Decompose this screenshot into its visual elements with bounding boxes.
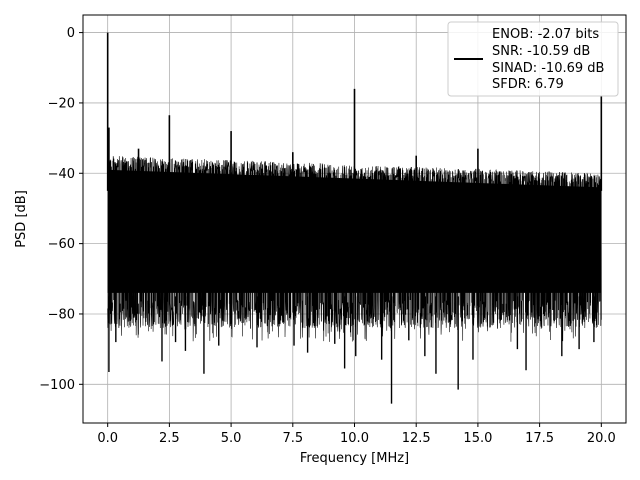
x-tick-label: 12.5 — [402, 431, 431, 446]
x-axis-label: Frequency [MHz] — [300, 451, 409, 466]
x-tick-label: 7.5 — [282, 431, 303, 446]
y-axis-label: PSD [dB] — [14, 190, 29, 248]
y-tick-label: −20 — [48, 96, 75, 111]
x-tick-label: 2.5 — [159, 431, 180, 446]
legend-snr: SNR: -10.59 dB — [492, 44, 590, 59]
y-tick-label: −80 — [48, 307, 75, 322]
x-tick-label: 5.0 — [221, 431, 242, 446]
legend-sfdr: SFDR: 6.79 — [492, 77, 564, 92]
psd-noise-band — [107, 169, 602, 293]
legend: ENOB: -2.07 bits SNR: -10.59 dB SINAD: -… — [447, 21, 619, 97]
y-tick-label: 0 — [67, 26, 75, 41]
x-tick-label: 10.0 — [340, 431, 369, 446]
psd-series — [106, 32, 603, 404]
legend-enob: ENOB: -2.07 bits — [492, 27, 599, 42]
x-tick-label: 20.0 — [587, 431, 616, 446]
x-tick-label: 17.5 — [525, 431, 554, 446]
legend-box — [447, 21, 619, 97]
y-tick-label: −60 — [48, 237, 75, 252]
axis-ticks: 0.0 2.5 5.0 7.5 10.0 12.5 15.0 17.5 20.0 0 −20 −40 −… — [39, 26, 616, 446]
x-tick-label: 0.0 — [97, 431, 118, 446]
y-tick-label: −100 — [39, 378, 75, 393]
y-tick-label: −40 — [48, 167, 75, 182]
legend-sinad: SINAD: -10.69 dB — [492, 61, 604, 76]
x-tick-label: 15.0 — [463, 431, 492, 446]
